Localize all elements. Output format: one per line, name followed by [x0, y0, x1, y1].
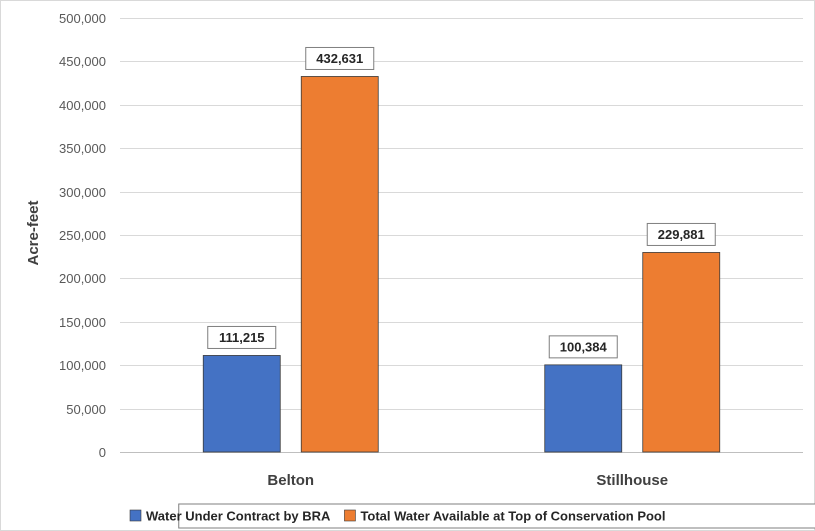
data-label-box — [207, 325, 277, 349]
legend-box — [178, 503, 815, 529]
y-tick-label: 150,000 — [59, 315, 106, 330]
data-label: 111,215 — [219, 330, 265, 345]
y-tick-label: 500,000 — [59, 11, 106, 26]
y-tick-label: 0 — [99, 445, 106, 460]
y-tick-label: 300,000 — [59, 185, 106, 200]
bar — [202, 355, 281, 453]
data-label-box — [305, 46, 375, 70]
legend: Water Under Contract by BRA Total Water A… — [129, 503, 815, 529]
x-axis-categories: Belton Stillhouse — [267, 472, 668, 489]
y-tick-label: 100,000 — [59, 358, 106, 373]
legend-entry: Total Water Available at Top of Conserva… — [360, 509, 665, 524]
y-axis-ticks: 0 50,000 100,000 150,000 200,000 250,000 300,0… — [59, 11, 106, 460]
y-tick-label: 250,000 — [59, 228, 106, 243]
y-tick-label: 50,000 — [66, 402, 106, 417]
data-label: 229,881 — [658, 227, 705, 242]
legend-swatch — [129, 509, 142, 522]
x-category-label: Stillhouse — [596, 472, 668, 489]
data-label: 432,631 — [316, 51, 363, 66]
x-category-label: Belton — [267, 472, 314, 489]
data-label: 100,384 — [560, 339, 608, 354]
bar — [300, 76, 379, 453]
y-tick-label: 200,000 — [59, 271, 106, 286]
bars — [202, 76, 721, 453]
data-labels: 111,215 432,631 100,384 229,881 — [207, 46, 716, 359]
data-label-box — [548, 335, 618, 359]
y-tick-label: 450,000 — [59, 54, 106, 69]
y-tick-label: 350,000 — [59, 141, 106, 156]
y-axis-label: Acre-feet — [25, 200, 42, 265]
y-tick-label: 400,000 — [59, 98, 106, 113]
legend-swatch — [344, 509, 356, 522]
data-label-box — [646, 222, 716, 246]
bar — [642, 252, 721, 453]
legend-entry: Water Under Contract by BRA — [146, 509, 331, 524]
bar — [544, 364, 623, 453]
